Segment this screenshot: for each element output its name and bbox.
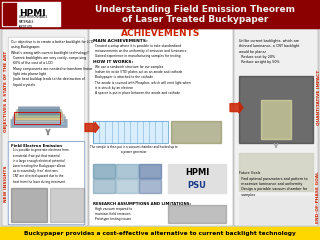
Bar — [116, 179, 138, 193]
Text: ACHIEVEMENTS: ACHIEVEMENTS — [121, 29, 201, 37]
Bar — [3, 3, 16, 25]
Text: Future Goals
  Find optimal parameters and pattern to
  maximize luminance and u: Future Goals Find optimal parameters and… — [239, 171, 308, 197]
Text: High vacuum required to
  maintain field emission
  Prototype testing issues: High vacuum required to maintain field e… — [93, 207, 132, 222]
Bar — [2, 2, 60, 26]
Bar — [239, 76, 313, 144]
Text: END-OF-PHASE GOAL: END-OF-PHASE GOAL — [316, 171, 320, 223]
Text: Unlike current backlights, which are
thinned luminance, a CNT backlight
would be: Unlike current backlights, which are thi… — [239, 39, 299, 64]
FancyBboxPatch shape — [17, 109, 61, 118]
Bar — [93, 121, 168, 144]
FancyBboxPatch shape — [89, 29, 233, 226]
FancyArrow shape — [85, 122, 99, 132]
Text: MAIN ACHIEVEMENTS:: MAIN ACHIEVEMENTS: — [93, 39, 148, 43]
FancyBboxPatch shape — [2, 29, 88, 226]
Text: RESEARCH ASSUMPTIONS AND LIMITATIONS:: RESEARCH ASSUMPTIONS AND LIMITATIONS: — [93, 202, 191, 206]
Text: PSU: PSU — [188, 180, 206, 190]
Text: of Laser Treated Buckypaper: of Laser Treated Buckypaper — [122, 16, 268, 24]
Bar — [116, 164, 138, 178]
Text: NEW INSIGHTS: NEW INSIGHTS — [4, 165, 9, 202]
Text: HPMI: HPMI — [185, 168, 209, 177]
Bar — [168, 164, 226, 193]
Text: We use a sandwich structure for our samples
  Indium tin oxide (ITO) plates act : We use a sandwich structure for our samp… — [93, 65, 191, 95]
FancyBboxPatch shape — [8, 142, 85, 225]
Bar — [0, 227, 320, 240]
Text: OBJECTIVES & STATE OF THE ART: OBJECTIVES & STATE OF THE ART — [4, 51, 9, 132]
FancyBboxPatch shape — [11, 119, 67, 128]
Text: HIGH PERFORMANCE
MATERIALS
INSTITUTE: HIGH PERFORMANCE MATERIALS INSTITUTE — [19, 15, 47, 29]
FancyBboxPatch shape — [15, 112, 63, 120]
Text: Buckypaper provides a cost-effective alternative to current backlight technology: Buckypaper provides a cost-effective alt… — [24, 231, 296, 236]
FancyBboxPatch shape — [12, 117, 66, 125]
FancyBboxPatch shape — [14, 114, 64, 123]
Text: Our objective is to create a better backlight for LCD
using Buckypaper.
What's w: Our objective is to create a better back… — [11, 40, 93, 87]
FancyBboxPatch shape — [18, 107, 60, 115]
Text: Field Electron Emission: Field Electron Emission — [11, 144, 62, 148]
Bar — [93, 179, 115, 193]
Bar — [50, 188, 84, 222]
Bar — [168, 205, 226, 223]
Bar — [239, 196, 313, 224]
Bar — [0, 0, 320, 28]
Bar — [171, 121, 221, 144]
FancyArrow shape — [230, 102, 243, 113]
FancyBboxPatch shape — [8, 37, 85, 144]
Bar — [139, 179, 161, 193]
Bar — [14, 112, 60, 124]
Text: HOW IT WORKS:: HOW IT WORKS: — [93, 60, 133, 64]
Bar — [239, 153, 313, 191]
Text: It is possible to generate electrons from
  a material if we put that material
 : It is possible to generate electrons fro… — [11, 148, 68, 184]
Bar — [11, 188, 47, 222]
Bar — [93, 121, 168, 144]
Bar — [93, 164, 115, 178]
Text: Understanding Field Emission Theorem: Understanding Field Emission Theorem — [95, 5, 295, 13]
FancyBboxPatch shape — [234, 29, 318, 226]
Text: Created a setup where it is possible to take standardized
  measurements on the : Created a setup where it is possible to … — [93, 44, 188, 58]
Text: HPMI: HPMI — [19, 10, 46, 18]
Bar — [139, 164, 161, 178]
Text: QUANTITATIVE IMPACT: QUANTITATIVE IMPACT — [316, 70, 320, 125]
Bar — [261, 100, 291, 139]
Text: The sample is then put in a vacuum chamber and hooked up to
a power generator: The sample is then put in a vacuum chamb… — [90, 145, 178, 154]
